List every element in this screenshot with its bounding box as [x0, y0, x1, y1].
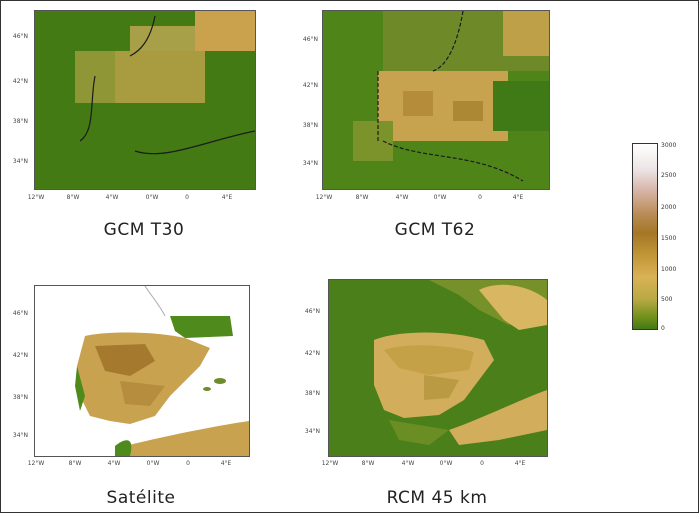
legend-tick: 2500: [661, 172, 677, 179]
xtick: 8°W: [361, 460, 375, 467]
ytick: 42°N: [302, 82, 318, 89]
xtick: 8°W: [68, 460, 82, 467]
ytick: 34°N: [302, 160, 318, 167]
elevation-grid: [75, 11, 255, 155]
xtick: 12°W: [315, 194, 333, 201]
xtick: 4°W: [401, 460, 415, 467]
legend-tick: 3000: [661, 142, 677, 149]
elevation-grid: [323, 11, 549, 189]
xtick: 4°E: [221, 194, 233, 201]
map-rcm-45km: [328, 279, 548, 457]
ytick: 46°N: [304, 308, 320, 315]
map-gcm-t62: [322, 10, 550, 190]
xtick: 12°W: [27, 194, 45, 201]
xtick: 0: [186, 460, 190, 467]
ytick: 46°N: [12, 310, 28, 317]
elevation-relief: [75, 286, 249, 456]
xtick: 0°W: [146, 460, 160, 467]
caption-rcm-45km: RCM 45 km: [386, 488, 488, 508]
xtick: 12°W: [27, 460, 45, 467]
xtick: 0: [480, 460, 484, 467]
caption-gcm-t30: GCM T30: [103, 220, 185, 240]
legend-tick: 500: [661, 296, 673, 303]
xtick: 0°W: [439, 460, 453, 467]
ytick: 34°N: [12, 432, 28, 439]
ytick: 38°N: [12, 394, 28, 401]
xtick: 0: [185, 194, 189, 201]
xtick: 4°W: [105, 194, 119, 201]
legend-tick: 1000: [661, 266, 677, 273]
ytick: 38°N: [302, 122, 318, 129]
map-gcm-t30: [34, 10, 256, 190]
elevation-grid: [329, 280, 547, 456]
elevation-colorbar: [632, 143, 658, 330]
xtick: 4°E: [220, 460, 232, 467]
ytick: 38°N: [12, 118, 28, 125]
map-satelite: [34, 285, 250, 457]
caption-satelite: Satélite: [106, 488, 176, 508]
xtick: 0°W: [145, 194, 159, 201]
xtick: 8°W: [355, 194, 369, 201]
xtick: 4°E: [514, 460, 526, 467]
ytick: 42°N: [304, 350, 320, 357]
ytick: 34°N: [304, 428, 320, 435]
xtick: 4°W: [395, 194, 409, 201]
xtick: 0: [478, 194, 482, 201]
legend-tick: 2000: [661, 204, 677, 211]
ytick: 46°N: [302, 36, 318, 43]
xtick: 8°W: [66, 194, 80, 201]
xtick: 4°E: [512, 194, 524, 201]
xtick: 12°W: [321, 460, 339, 467]
xtick: 0°W: [433, 194, 447, 201]
ytick: 34°N: [12, 158, 28, 165]
ytick: 42°N: [12, 352, 28, 359]
xtick: 4°W: [107, 460, 121, 467]
ytick: 46°N: [12, 33, 28, 40]
caption-gcm-t62: GCM T62: [394, 220, 476, 240]
legend-tick: 1500: [661, 235, 677, 242]
ytick: 38°N: [304, 390, 320, 397]
ytick: 42°N: [12, 78, 28, 85]
legend-tick: 0: [661, 325, 665, 332]
